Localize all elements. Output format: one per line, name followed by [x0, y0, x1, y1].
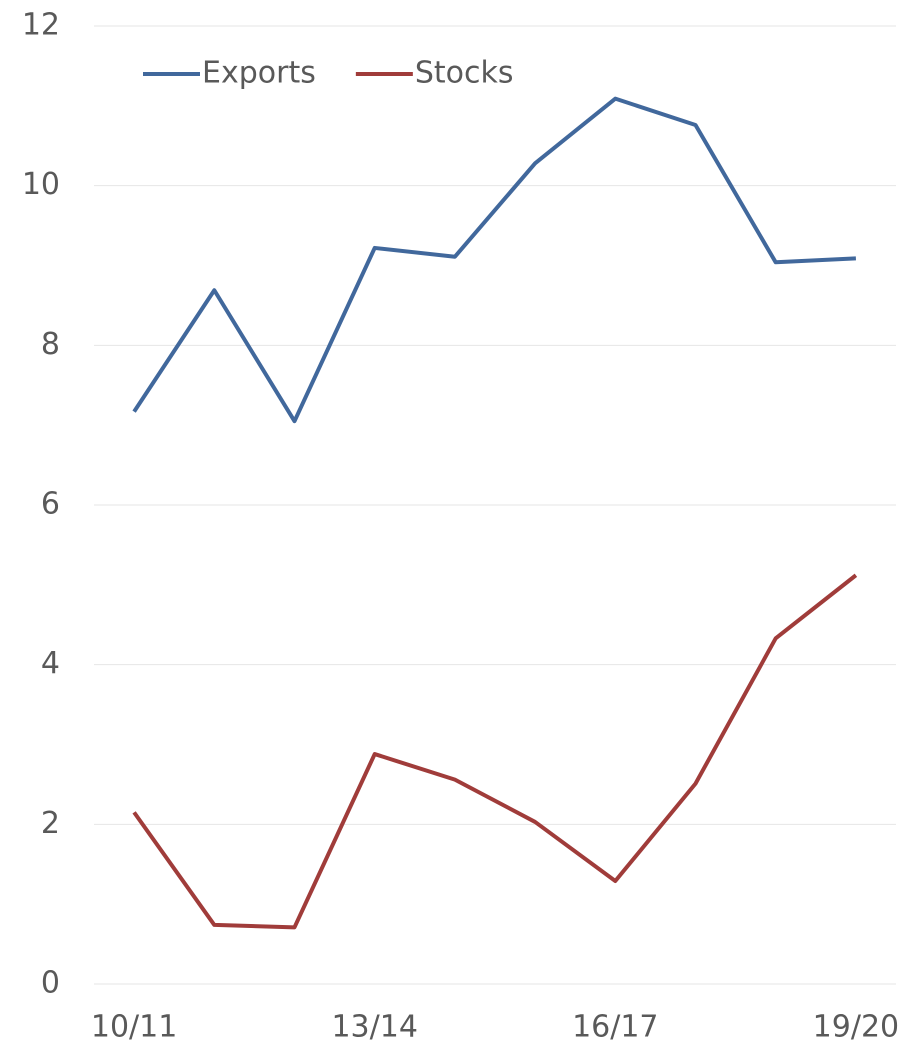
- legend-label: Exports: [202, 56, 316, 91]
- x-tick-label: 16/17: [572, 1010, 658, 1045]
- y-tick-label: 0: [41, 966, 60, 1001]
- y-tick-label: 4: [41, 646, 60, 681]
- x-tick-label: 13/14: [331, 1010, 417, 1045]
- series-line: [132, 96, 856, 424]
- y-tick-label: 2: [41, 806, 60, 841]
- series-line: [132, 573, 858, 930]
- legend-label: Stocks: [415, 56, 514, 91]
- x-tick-label: 10/11: [91, 1010, 177, 1045]
- y-tick-label: 10: [22, 167, 60, 202]
- y-tick-label: 8: [41, 327, 60, 362]
- y-tick-label: 6: [41, 487, 60, 522]
- y-tick-label: 12: [22, 8, 60, 43]
- x-tick-label: 19/20: [813, 1010, 899, 1045]
